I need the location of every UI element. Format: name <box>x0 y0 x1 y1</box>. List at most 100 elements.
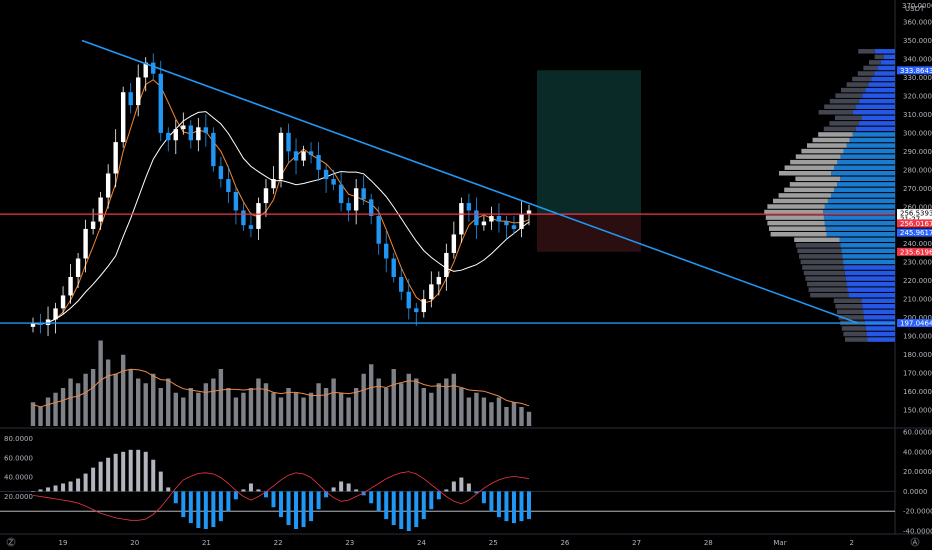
price-tick-label: 230.0000 <box>903 259 932 267</box>
oscillator-bar <box>331 487 336 492</box>
volume-bar <box>301 397 306 426</box>
volume-bar <box>158 388 163 426</box>
candle-body <box>83 228 88 259</box>
volume-profile-row <box>840 176 895 182</box>
position-target-zone[interactable] <box>537 70 641 215</box>
volume-profile-row <box>843 148 895 154</box>
oscillator-bar <box>324 491 329 498</box>
oscillator-bar <box>369 491 374 504</box>
price-tick-label: 180.0000 <box>903 351 932 359</box>
auto-scale-icon[interactable] <box>910 537 920 547</box>
time-tick-label: 22 <box>274 539 283 547</box>
oscillator-left-axis: 80.0000 60.0000 40.0000 20.0000 <box>4 435 33 501</box>
candle-body <box>368 199 374 216</box>
candle-body <box>451 234 457 253</box>
oscillator-bar <box>188 491 193 524</box>
volume-profile-row <box>858 49 875 54</box>
volume-profile-row <box>837 159 895 165</box>
price-tick-label: 260.0000 <box>903 203 932 211</box>
volume-profile-row <box>838 315 864 320</box>
price-marker-tag <box>897 247 932 256</box>
oscillator-right-tick: 60.0000 <box>903 429 932 437</box>
oscillator-bar <box>527 491 531 520</box>
volume-profile-row <box>825 226 895 231</box>
oscillator-signal-line <box>32 471 530 521</box>
volume-profile-row <box>847 287 895 292</box>
candle-body <box>226 179 231 192</box>
volume-bar <box>188 388 194 426</box>
volume-bar <box>218 369 224 426</box>
oscillator-bar <box>504 491 509 522</box>
price-tick-label: 190.0000 <box>903 333 932 341</box>
volume-profile-row <box>835 304 863 309</box>
oscillator-bar <box>339 481 344 492</box>
oscillator-bar <box>421 491 426 520</box>
price-marker-label: 256.5393 <box>900 210 932 218</box>
oscillator-bar <box>76 478 81 492</box>
volume-profile-row <box>883 54 895 60</box>
time-axis[interactable]: 19 20 21 22 23 24 25 26 27 28 Mar 2 <box>59 539 854 547</box>
volume-bar <box>286 388 291 426</box>
volume-bar <box>316 383 321 426</box>
volume-profile-row <box>834 187 895 193</box>
volume-profile-row <box>827 198 895 204</box>
volume-bar <box>368 364 374 426</box>
price-axis[interactable]: 360.0000 350.0000 340.0000 330.0000 320.0000… <box>903 19 932 415</box>
volume-profile-row <box>767 204 825 209</box>
volume-profile-row <box>790 159 838 165</box>
oscillator-left-tick: 60.0000 <box>4 454 33 462</box>
volume-bar <box>120 354 126 426</box>
descending-trendline[interactable] <box>81 39 859 324</box>
oscillator-left-tick: 80.0000 <box>4 435 33 443</box>
volume-profile-row <box>805 276 846 281</box>
volume-bar <box>323 388 329 426</box>
price-marker-label: 245.9617 <box>900 229 932 237</box>
candle-body <box>308 151 314 156</box>
candle-body <box>136 77 141 106</box>
volume-profile-row <box>841 326 866 331</box>
candle-body <box>60 295 66 309</box>
oscillator-bar <box>91 467 96 492</box>
position-stop-zone[interactable] <box>537 214 641 252</box>
candle-body <box>241 210 246 226</box>
oscillator-bar <box>113 453 118 492</box>
candle-body <box>511 225 517 229</box>
volume-profile-row <box>807 143 847 148</box>
oscillator-bar <box>173 491 178 504</box>
oscillator-right-tick: 40.0000 <box>903 448 932 456</box>
price-tick-label: 240.0000 <box>903 240 932 248</box>
volume-profile-row <box>841 87 866 93</box>
volume-bar <box>429 392 434 426</box>
oscillator-bar <box>211 491 216 528</box>
candle-body <box>38 323 43 326</box>
candle-body <box>338 184 344 204</box>
timezone-icon[interactable] <box>6 537 16 547</box>
volume-profile-row <box>846 281 895 287</box>
oscillator-right-tick: -20.0000 <box>903 508 932 516</box>
top-partial-label: 370.0000 <box>902 2 932 10</box>
volume-bar <box>136 378 141 426</box>
price-tick-label: 220.0000 <box>903 277 932 285</box>
time-tick-label: 19 <box>59 539 68 547</box>
oscillator-bar <box>151 459 156 492</box>
oscillator-bar <box>511 491 516 524</box>
volume-bar <box>361 373 366 426</box>
candle-body <box>278 132 284 180</box>
oscillator-bar <box>376 491 381 512</box>
oscillator-bar <box>406 491 411 531</box>
price-tick-label: 150.0000 <box>903 407 932 415</box>
oscillator-right-axis[interactable]: 60.0000 40.0000 20.0000 0.0000 -20.0000 -40.0… <box>903 429 932 536</box>
candle-body <box>173 129 178 141</box>
volume-profile-row <box>808 287 848 292</box>
volume-bar <box>278 397 284 426</box>
volume-bar <box>166 378 171 426</box>
volume-bar <box>308 392 314 426</box>
oscillator-bar <box>474 491 479 494</box>
candle-body <box>399 276 404 292</box>
volume-profile-row <box>824 220 895 226</box>
volume-bar <box>226 388 231 426</box>
oscillator-bar <box>68 481 73 492</box>
oscillator-bar <box>218 491 223 522</box>
volume-bar <box>75 383 81 426</box>
